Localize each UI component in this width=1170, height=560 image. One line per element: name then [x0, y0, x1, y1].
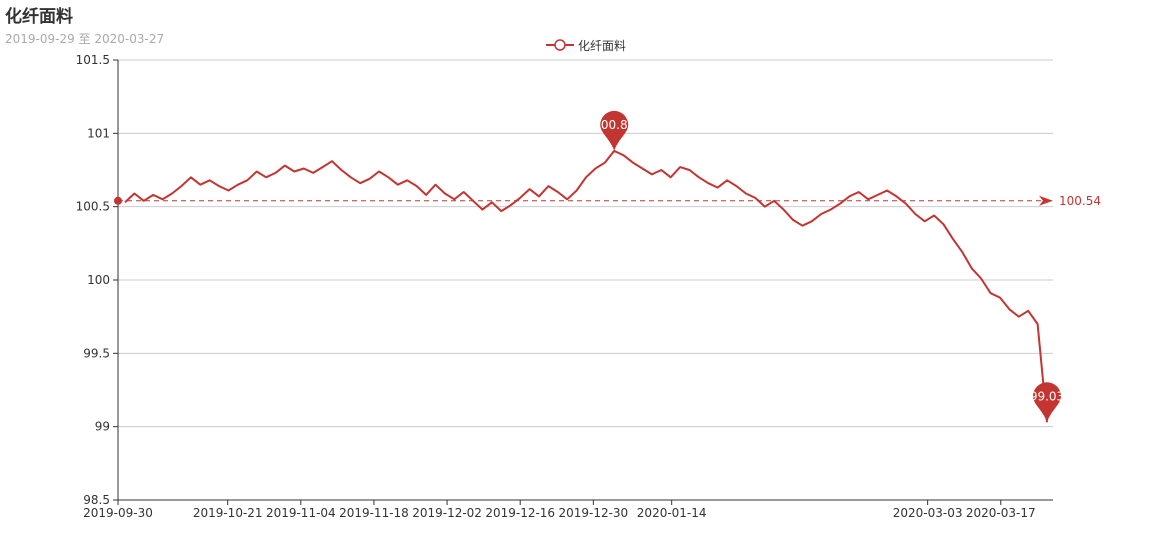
x-tick-label: 2019-12-16 [485, 506, 555, 520]
markers: 100.54 100.88 99.03 [114, 110, 1101, 423]
y-tick-label: 100 [87, 273, 110, 287]
average-line-arrow [1039, 195, 1053, 206]
x-tick-label: 2019-11-18 [339, 506, 409, 520]
pin-marker-min [1033, 382, 1061, 423]
x-tick-label: 2019-10-21 [193, 506, 263, 520]
y-tick-label: 100.5 [76, 200, 110, 214]
axes: 98.5 99 99.5 100 100.5 101 101.5 2019-09-30 2019… [76, 53, 1053, 520]
y-tick-label: 99.5 [83, 346, 110, 360]
legend-label: 化纤面料 [578, 38, 627, 53]
average-line-label: 100.54 [1059, 194, 1101, 208]
x-tick-label: 2019-09-30 [83, 506, 153, 520]
y-tick-label: 99 [95, 420, 110, 434]
y-tick-label: 101.5 [76, 53, 110, 67]
x-tick-label: 2020-03-03 [893, 506, 963, 520]
chart-subtitle: 2019-09-29 至 2020-03-27 [5, 32, 165, 46]
y-tick-label: 101 [87, 126, 110, 140]
x-tick-label: 2020-01-14 [637, 506, 707, 520]
x-tick-label: 2020-03-17 [966, 506, 1036, 520]
pin-marker-max [600, 110, 629, 151]
legend[interactable]: 化纤面料 [546, 37, 626, 53]
series-line-化纤面料 [124, 149, 1048, 423]
x-tick-label: 2019-12-02 [412, 506, 482, 520]
pin-label-min: 99.03 [1030, 389, 1064, 403]
x-tick-label: 2019-12-30 [558, 506, 628, 520]
grid-lines [118, 59, 1053, 428]
series-layer [124, 149, 1048, 423]
y-tick-label: 98.5 [83, 493, 110, 507]
chart-title: 化纤面料 [5, 7, 73, 27]
legend-line-icon [546, 39, 574, 51]
pin-label-max: 100.88 [593, 118, 635, 132]
x-tick-label: 2019-11-04 [266, 506, 336, 520]
